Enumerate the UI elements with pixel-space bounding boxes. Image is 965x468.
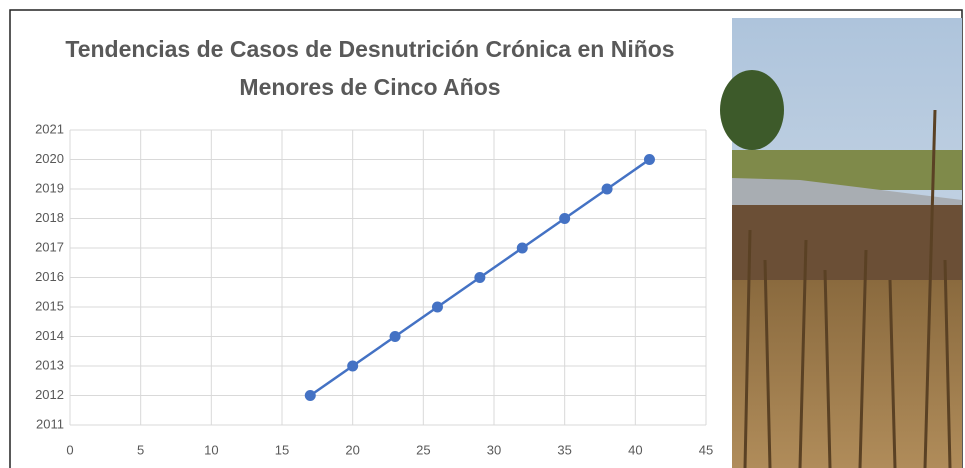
data-point <box>304 390 316 401</box>
y-tick-label: 2019 <box>35 180 64 195</box>
y-tick-label: 2020 <box>35 151 64 166</box>
x-tick-label: 35 <box>557 442 571 457</box>
data-point <box>643 154 655 165</box>
y-tick-label: 2011 <box>36 416 64 431</box>
x-tick-label: 30 <box>487 442 501 457</box>
data-point <box>431 301 443 313</box>
y-tick-label: 2017 <box>35 239 64 254</box>
y-tick-label: 2013 <box>35 357 64 372</box>
data-point <box>389 331 401 342</box>
x-tick-label: 20 <box>345 442 359 457</box>
y-tick-label: 2012 <box>35 387 64 402</box>
x-tick-label: 0 <box>66 442 73 457</box>
x-tick-label: 25 <box>416 442 430 457</box>
data-point <box>474 272 486 283</box>
x-tick-label: 15 <box>275 442 289 457</box>
y-tick-label: 2014 <box>35 328 64 343</box>
x-tick-label: 5 <box>137 442 144 457</box>
y-tick-label: 2021 <box>35 121 64 136</box>
y-tick-label: 2016 <box>35 269 64 284</box>
x-tick-label: 10 <box>204 442 218 457</box>
data-point <box>559 213 571 224</box>
data-point <box>601 183 613 195</box>
x-tick-label: 40 <box>628 442 642 457</box>
photo <box>720 18 962 468</box>
y-tick-label: 2018 <box>35 210 64 225</box>
x-tick-label: 45 <box>699 442 713 457</box>
y-tick-label: 2015 <box>35 298 64 313</box>
chart-title: Tendencias de Casos de Desnutrición Crón… <box>65 36 675 100</box>
data-point <box>347 360 359 372</box>
data-point <box>516 242 528 254</box>
